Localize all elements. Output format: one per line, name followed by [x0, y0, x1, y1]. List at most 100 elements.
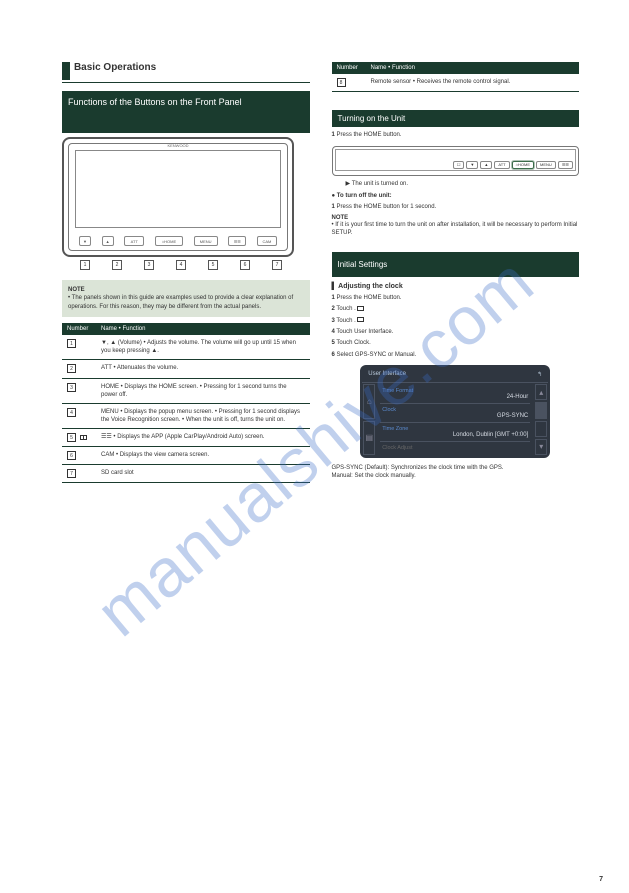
col-function: Name • Function — [96, 323, 310, 335]
panel-btn-home-highlighted: ⌂HOME — [512, 161, 534, 169]
row-body: ☰☰ • Displays the APP (Apple CarPlay/And… — [96, 428, 310, 446]
subsection-title: Functions of the Buttons on the Front Pa… — [68, 97, 242, 107]
table-row: 4 MENU • Displays the popup menu screen.… — [62, 403, 310, 428]
vol-up-button: ▲ — [102, 236, 114, 246]
step-item: 1 Press the HOME button for 1 second. — [332, 203, 580, 211]
table-row: 7 SD card slot — [62, 465, 310, 483]
button-table-continued: Number Name • Function 8 Remote sensor •… — [332, 62, 580, 92]
row-body: HOME • Displays the HOME screen. • Press… — [96, 378, 310, 403]
setup-icon — [357, 317, 364, 322]
ui-row-time-zone[interactable]: Time Zone London, Dublin [GMT +0:00] — [380, 423, 530, 442]
device-frame: KENWOOD ▼ ▲ ATT ⌂HOME MENU ☰☰ CAM — [68, 143, 288, 251]
row-body: CAM • Displays the view camera screen. — [96, 447, 310, 465]
row-index-icon: 6 — [67, 451, 76, 460]
section-title: Basic Operations — [74, 62, 156, 73]
step-text: Press the HOME button for 1 second. — [337, 204, 437, 210]
device-button-row: ▼ ▲ ATT ⌂HOME MENU ☰☰ CAM — [79, 234, 277, 248]
brand-label: KENWOOD — [167, 143, 188, 148]
step-item: 3 Touch . — [332, 317, 580, 325]
cam-button: CAM — [257, 236, 277, 246]
step-item: 4 Touch User Interface. — [332, 328, 580, 336]
scroll-down-icon[interactable]: ▾ — [535, 439, 547, 455]
table-row: 3 HOME • Displays the HOME screen. • Pre… — [62, 378, 310, 403]
panel-btn: ▼ — [466, 161, 478, 169]
ui-main: Time Format 24-Hour Clock GPS-SYNC Time … — [376, 383, 534, 456]
row-index-icon: 3 — [67, 383, 76, 392]
row-body: ▼, ▲ (Volume) • Adjusts the volume. The … — [96, 335, 310, 360]
panel-btn: ▲ — [480, 161, 492, 169]
menu-button: MENU — [194, 236, 218, 246]
turn-off-steps: 1 Press the HOME button for 1 second. — [332, 203, 580, 211]
step-text: Touch . — [336, 306, 355, 312]
panel-btn: ATT — [494, 161, 509, 169]
button-table: Number Name • Function 1 ▼, ▲ (Volume) •… — [62, 323, 310, 483]
scroll-track[interactable] — [535, 402, 547, 418]
ui-row-value: London, Dublin [GMT +0:00] — [382, 432, 528, 438]
subsection-title: Turning on the Unit — [338, 114, 406, 123]
panel-inner: ☐ ▼ ▲ ATT ⌂HOME MENU ☰☰ — [335, 149, 577, 171]
subsection-title: Initial Settings — [338, 260, 388, 269]
callout-1: 1 — [80, 260, 90, 270]
row-index-icon: 1 — [67, 339, 76, 348]
ui-scrollbar: ▴ ▾ — [534, 383, 548, 456]
section-heading: Basic Operations — [62, 62, 310, 80]
home-nav-icon[interactable]: ⌂ — [363, 384, 375, 419]
app-button: ☰☰ — [228, 236, 246, 246]
callout-numbers: 1 2 3 4 5 6 7 — [62, 260, 294, 270]
step-item: 1 Press the HOME button. — [332, 294, 580, 302]
list-nav-icon[interactable]: ▤ — [363, 421, 375, 456]
scroll-track[interactable] — [535, 421, 547, 437]
adjusting-heading: ▌ Adjusting the clock — [332, 283, 580, 290]
device-screen — [75, 150, 281, 228]
scroll-up-icon[interactable]: ▴ — [535, 384, 547, 400]
callout-7: 7 — [272, 260, 282, 270]
row-body: MENU • Displays the popup menu screen. •… — [96, 403, 310, 428]
step-item: 2 Touch . — [332, 305, 580, 313]
col-function: Name • Function — [366, 62, 580, 74]
step-text: Press the HOME button. — [337, 295, 402, 301]
ui-row-value: 24-Hour — [382, 394, 528, 400]
step-text: Touch User Interface. — [336, 329, 393, 335]
subsection-heading: Turning on the Unit — [332, 110, 580, 127]
callout-5: 5 — [208, 260, 218, 270]
row-index-icon: 2 — [67, 364, 76, 373]
ui-left-rail: ⌂ ▤ — [362, 383, 376, 456]
col-number: Number — [62, 323, 96, 335]
callout-4: 4 — [176, 260, 186, 270]
note-text: • If it is your first time to turn the u… — [332, 221, 580, 238]
step-item: 6 Select GPS-SYNC or Manual. — [332, 351, 580, 359]
clock-steps: 1 Press the HOME button. 2 Touch . 3 Tou… — [332, 294, 580, 359]
note-text: • The panels shown in this guide are exa… — [68, 294, 304, 311]
manual-page: manualshive.com Basic Operations Functio… — [0, 0, 629, 893]
table-row: 8 Remote sensor • Receives the remote co… — [332, 74, 580, 92]
callout-6: 6 — [240, 260, 250, 270]
turn-on-result: ▶ The unit is turned on. — [346, 180, 580, 187]
app-icon — [80, 435, 87, 440]
adjusting-title: Adjusting the clock — [338, 283, 403, 290]
note-box: NOTE • The panels shown in this guide ar… — [62, 280, 310, 317]
row-body: ATT • Attenuates the volume. — [96, 360, 310, 378]
back-icon[interactable]: ↰ — [537, 371, 542, 378]
left-column: Basic Operations Functions of the Button… — [62, 62, 310, 863]
table-header-row: Number Name • Function — [62, 323, 310, 335]
subsection-heading: Initial Settings — [332, 252, 580, 277]
step-text: Touch . — [336, 318, 355, 324]
ui-row-clock[interactable]: Clock GPS-SYNC — [380, 404, 530, 423]
ui-title: User Interface — [368, 371, 406, 378]
ui-header: User Interface ↰ — [362, 367, 548, 383]
page-content: Basic Operations Functions of the Button… — [62, 62, 579, 863]
row-body: Remote sensor • Receives the remote cont… — [366, 74, 580, 92]
ui-row-time-format[interactable]: Time Format 24-Hour — [380, 385, 530, 404]
col-number: Number — [332, 62, 366, 74]
row-body: SD card slot — [96, 465, 310, 483]
panel-btn: ☰☰ — [558, 161, 573, 169]
row-index-icon: 5 — [67, 433, 76, 442]
table-header-row: Number Name • Function — [332, 62, 580, 74]
result-text: The unit is turned on. — [352, 181, 408, 187]
panel-btn: ☐ — [453, 161, 465, 169]
note-heading: NOTE — [68, 286, 304, 294]
att-button: ATT — [124, 236, 144, 246]
right-column: Number Name • Function 8 Remote sensor •… — [332, 62, 580, 863]
callout-2: 2 — [112, 260, 122, 270]
step-text: Press the HOME button. — [337, 132, 402, 138]
